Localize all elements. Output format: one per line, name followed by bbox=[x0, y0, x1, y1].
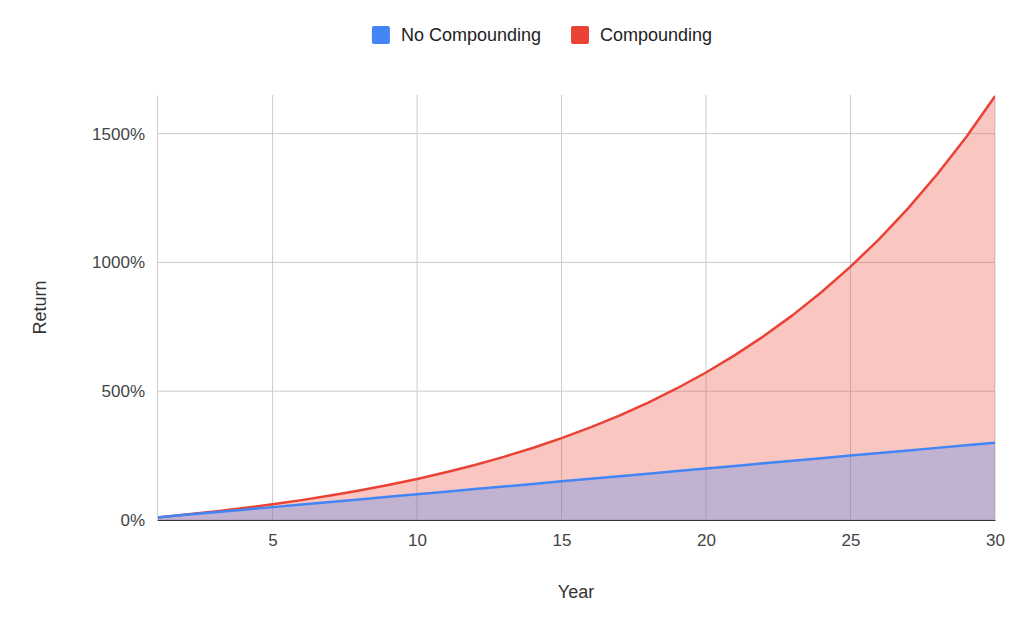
tick-label: 5 bbox=[268, 531, 277, 550]
tick-label: 25 bbox=[842, 531, 861, 550]
tick-label: 1000% bbox=[92, 253, 145, 272]
axis-line bbox=[158, 520, 996, 521]
tick: 10 bbox=[408, 520, 427, 550]
grid-line bbox=[417, 95, 418, 520]
area bbox=[157, 96, 995, 520]
tick: 0% bbox=[120, 511, 157, 530]
tick: 30 bbox=[986, 520, 1005, 550]
tick-label: 0% bbox=[120, 511, 145, 530]
tick: 20 bbox=[697, 520, 716, 550]
tick-label: 30 bbox=[986, 531, 1005, 550]
tick-label: 10 bbox=[408, 531, 427, 550]
line bbox=[157, 443, 995, 518]
y-axis: 0% 500% 1000% 1500% bbox=[92, 96, 157, 530]
chart: 5 10 15 20 25 30 0% 500% 1000% 1500% Year Return No … bbox=[0, 0, 1024, 631]
grid-line bbox=[272, 95, 273, 520]
area bbox=[157, 443, 995, 520]
x-axis-title: Year bbox=[558, 582, 594, 602]
legend-label: Compounding bbox=[600, 25, 712, 45]
tick: 15 bbox=[553, 520, 572, 550]
tick: 500% bbox=[102, 382, 157, 401]
tick-label: 20 bbox=[697, 531, 716, 550]
tick: 25 bbox=[842, 520, 861, 550]
tick: 5 bbox=[268, 520, 277, 550]
legend: No Compounding Compounding bbox=[372, 25, 712, 45]
tick-label: 15 bbox=[553, 531, 572, 550]
plot-area bbox=[157, 96, 995, 520]
tick-label: 500% bbox=[102, 382, 145, 401]
y-axis-title: Return bbox=[30, 280, 50, 334]
grid-line bbox=[157, 133, 995, 134]
tick-label: 1500% bbox=[92, 125, 145, 144]
grid bbox=[157, 95, 995, 520]
legend-item: Compounding bbox=[571, 25, 712, 45]
legend-swatch bbox=[372, 26, 390, 44]
x-axis: 5 10 15 20 25 30 bbox=[158, 520, 1005, 550]
legend-item: No Compounding bbox=[372, 25, 541, 45]
legend-swatch bbox=[571, 26, 589, 44]
legend-label: No Compounding bbox=[401, 25, 541, 45]
axis-line bbox=[157, 96, 158, 521]
tick: 1000% bbox=[92, 253, 157, 272]
line bbox=[157, 96, 995, 517]
tick: 1500% bbox=[92, 125, 157, 144]
